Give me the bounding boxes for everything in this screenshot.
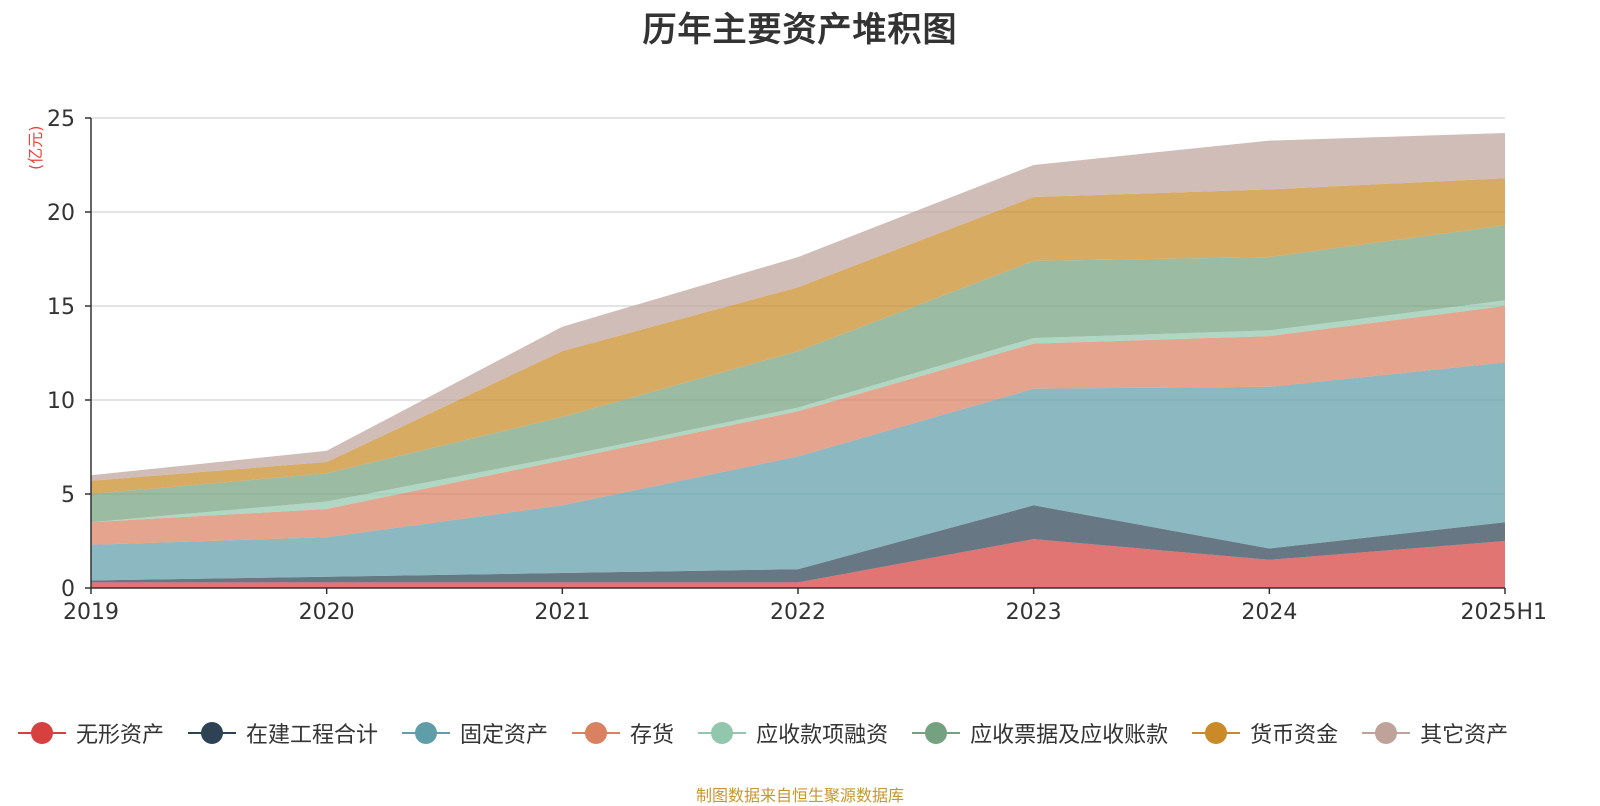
legend-label: 在建工程合计 [246,723,379,748]
data-source-note: 制图数据来自恒生聚源数据库 [695,786,904,805]
legend-label: 应收款项融资 [756,723,889,748]
legend-marker-dot [1205,722,1228,744]
legend: 无形资产 在建工程合计 固定资产 存货 应收款项融资 应收票据及应收账款 货币资金 其它资产 [18,716,1598,750]
x-tick-label: 2019 [63,600,119,625]
legend-marker-dot [415,722,438,744]
legend-item[interactable]: 存货 [572,717,674,749]
area-series-8[interactable] [91,133,1505,481]
area-series-5[interactable] [91,300,1505,523]
legend-marker-icon [1362,722,1411,744]
area-series-3[interactable] [91,362,1505,581]
x-tick-label: 2021 [534,600,590,625]
legend-item[interactable]: 货币资金 [1192,717,1338,749]
y-tick-label: 0 [61,577,75,602]
x-tick-label: 2022 [770,600,826,625]
legend-marker-dot [201,722,224,744]
legend-marker-dot [31,722,53,744]
legend-label: 应收票据及应收账款 [970,723,1169,748]
axes: 2019 2020 2021 2022 2023 2024 2025H1 [63,117,1547,625]
legend-item[interactable]: 应收票据及应收账款 [912,717,1168,749]
legend-marker-dot [925,722,948,744]
legend-item[interactable]: 固定资产 [402,717,548,749]
legend-marker-dot [585,722,608,744]
area-series-7[interactable] [91,178,1505,494]
legend-marker-dot [1375,722,1398,744]
legend-item[interactable]: 其它资产 [1362,717,1508,749]
legend-marker-icon [402,722,451,744]
legend-label: 无形资产 [76,723,165,748]
legend-item[interactable]: 应收款项融资 [698,717,888,749]
area-series-1[interactable] [91,539,1505,588]
x-tick-label: 2025H1 [1460,600,1547,625]
legend-item[interactable]: 在建工程合计 [188,717,378,749]
y-tick-label: 20 [47,201,75,226]
y-tick-label: 5 [61,483,75,508]
legend-marker-icon [1192,722,1241,744]
legend-label: 其它资产 [1420,723,1509,748]
y-tick-label: 10 [47,389,75,414]
x-tick-label: 2020 [299,600,355,625]
y-tick-label: 25 [47,107,75,132]
legend-item[interactable]: 无形资产 [18,717,164,749]
x-tick-label: 2024 [1241,600,1297,625]
legend-marker-icon [188,722,237,744]
area-series [91,133,1505,588]
legend-label: 货币资金 [1250,723,1339,748]
chart-title: 历年主要资产堆积图 [642,10,958,50]
y-tick-label: 15 [47,295,75,320]
legend-label: 固定资产 [460,723,549,748]
legend-label: 存货 [630,723,675,748]
area-series-6[interactable] [91,225,1505,523]
legend-marker-icon [698,722,747,744]
legend-marker-icon [18,722,66,744]
legend-marker-icon [912,722,961,744]
legend-marker-icon [572,722,621,744]
area-series-4[interactable] [91,306,1505,545]
area-series-2[interactable] [91,505,1505,583]
x-tick-label: 2023 [1006,600,1062,625]
legend-marker-dot [711,722,734,744]
